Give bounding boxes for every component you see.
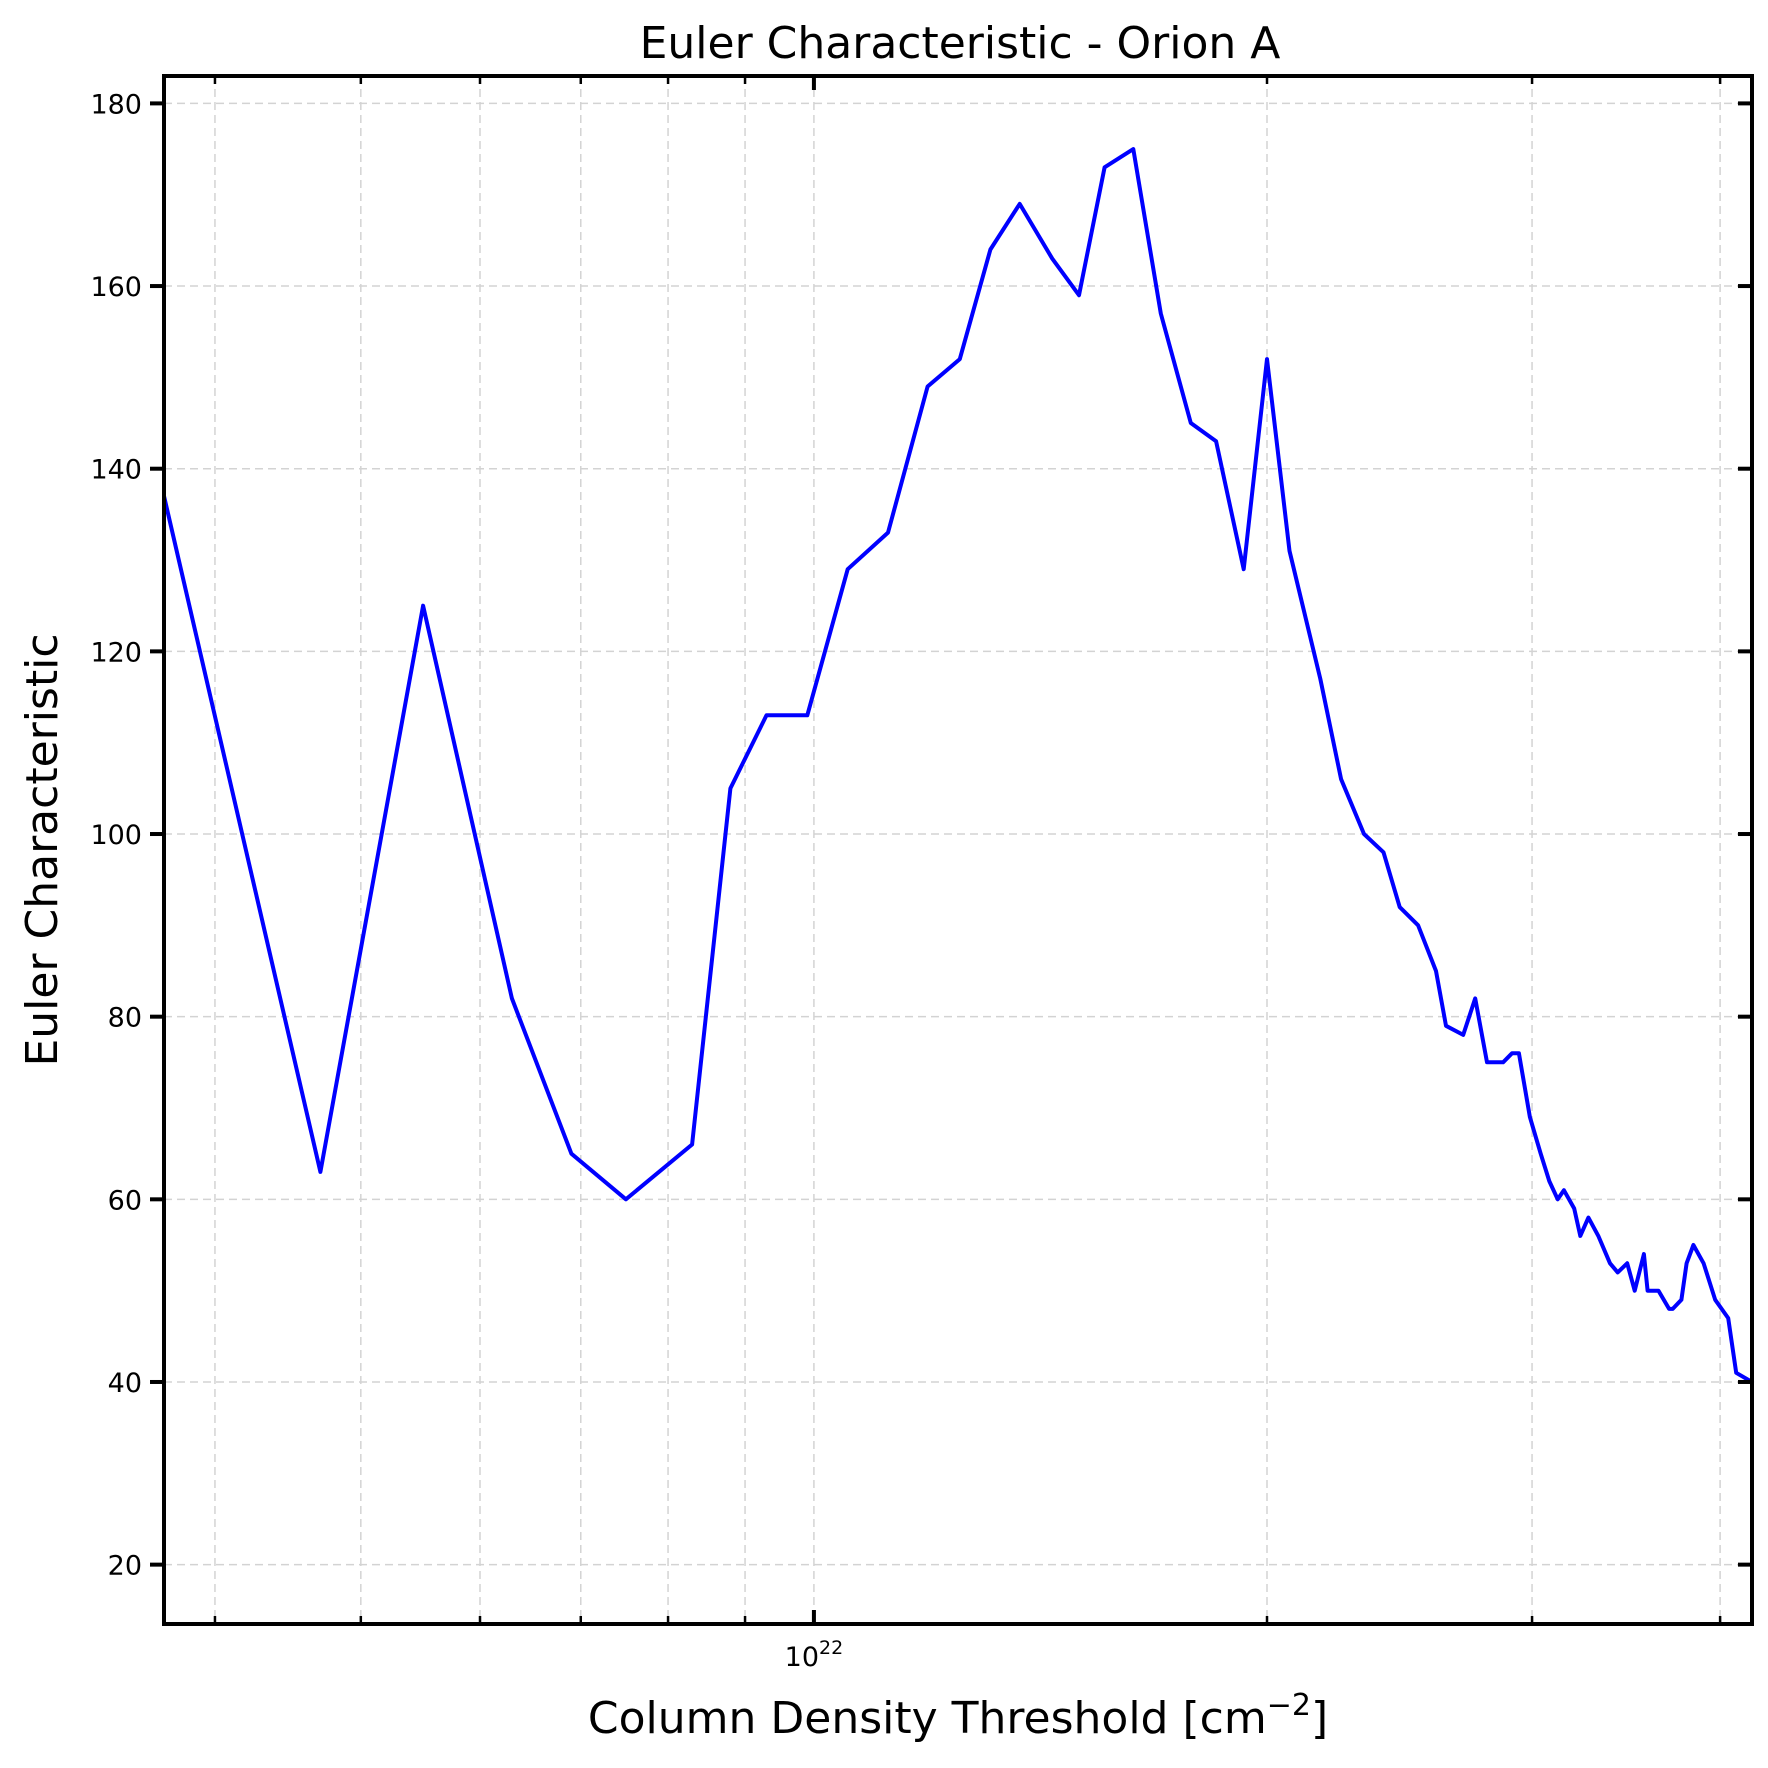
y-tick-label: 100: [90, 820, 142, 851]
grid: [164, 76, 1752, 1624]
y-tick-label: 120: [90, 637, 142, 668]
x-tick-label: 1022: [785, 1637, 844, 1673]
y-tick-label: 20: [108, 1551, 142, 1582]
y-tick-label: 180: [90, 89, 142, 120]
y-tick-label: 40: [108, 1368, 142, 1399]
series-layer: [162, 147, 1754, 1384]
x-tick-label-exponent: 22: [819, 1637, 843, 1659]
chart-title: Euler Characteristic - Orion A: [640, 18, 1281, 69]
y-axis-label: Euler Characteristic: [17, 633, 68, 1066]
x-tick-label-base: 10: [785, 1642, 819, 1673]
y-tick-label: 160: [90, 272, 142, 303]
x-axis-label-main: Column Density Threshold [cm: [588, 1693, 1267, 1744]
y-tick-label: 140: [90, 455, 142, 486]
x-axis-label-end: ]: [1311, 1693, 1328, 1744]
plot-frame: [162, 74, 1754, 1626]
y-tick-label: 80: [108, 1003, 142, 1034]
data-line: [162, 147, 1754, 1384]
ticks: 20 40 60 80 100 120 140 160 180 1022: [90, 76, 1752, 1673]
x-axis-label: Column Density Threshold [cm−2]: [588, 1688, 1328, 1744]
y-tick-label: 60: [108, 1185, 142, 1216]
x-axis-label-exponent: −2: [1267, 1688, 1311, 1723]
